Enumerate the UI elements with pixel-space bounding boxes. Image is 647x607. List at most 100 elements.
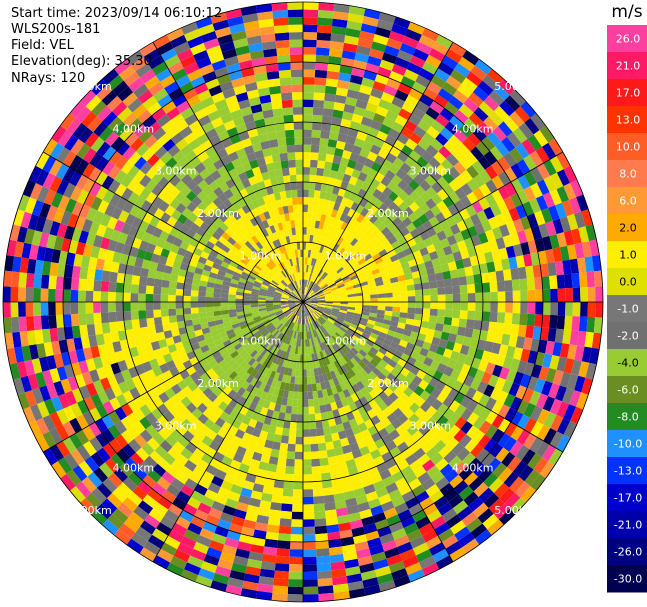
velocity-gate [149,376,161,389]
velocity-gate [303,300,311,302]
velocity-gate [409,459,422,472]
velocity-gate [497,156,511,172]
velocity-gate [510,396,523,411]
velocity-gate [230,319,239,326]
velocity-gate [284,328,290,336]
velocity-gate [361,311,370,316]
velocity-gate [458,56,475,72]
velocity-gate [316,244,322,253]
velocity-gate [240,588,258,599]
velocity-gate [266,294,274,298]
velocity-gate [282,292,290,297]
velocity-gate [284,287,292,294]
velocity-gate [140,392,152,405]
velocity-gate [346,183,355,193]
velocity-gate [367,151,378,162]
velocity-gate [81,476,97,493]
velocity-gate [242,341,251,350]
velocity-gate [449,115,464,130]
velocity-gate [300,346,303,355]
velocity-gate [289,295,297,300]
velocity-gate [444,121,459,135]
velocity-gate [370,302,378,306]
velocity-gate [400,227,410,237]
velocity-gate [406,238,417,248]
velocity-gate [296,316,300,324]
velocity-gate [128,471,143,486]
velocity-gate [293,481,303,490]
velocity-gate [238,335,247,343]
velocity-gate [303,77,315,85]
velocity-gate [363,253,373,262]
velocity-gate [292,290,298,297]
velocity-gate [255,251,263,260]
velocity-gate [453,361,464,373]
velocity-gate [315,276,321,284]
velocity-gate [282,359,288,368]
velocity-gate [354,363,364,372]
velocity-gate [58,339,69,354]
velocity-gate [329,315,337,321]
velocity-gate [257,397,266,407]
velocity-gate [556,401,570,418]
velocity-gate [288,436,296,445]
velocity-gate [95,185,109,200]
velocity-gate [504,492,521,509]
velocity-gate [542,236,553,251]
velocity-gate [121,187,134,201]
velocity-gate [478,359,489,372]
velocity-gate [412,542,429,556]
velocity-gate [405,342,415,351]
velocity-gate [318,280,326,287]
velocity-gate [496,312,506,324]
velocity-gate [85,95,102,112]
velocity-gate [409,535,426,549]
velocity-gate [430,294,438,302]
velocity-gate [304,316,307,325]
velocity-gate [303,167,311,175]
velocity-gate [347,580,364,591]
velocity-gate [112,487,128,503]
velocity-gate [474,222,485,235]
velocity-gate [303,137,312,145]
velocity-gate [340,57,355,68]
velocity-gate [209,346,219,355]
velocity-gate [242,432,252,442]
velocity-gate [447,333,458,343]
velocity-gate [377,192,388,203]
velocity-gate [439,482,454,497]
velocity-gate [288,313,295,321]
velocity-gate [489,443,504,458]
velocity-gate [383,84,398,97]
velocity-gate [442,324,452,334]
velocity-gate [426,126,440,139]
velocity-gate [60,473,76,491]
velocity-gate [462,257,472,268]
velocity-gate [43,138,58,156]
velocity-gate [277,284,285,290]
velocity-gate [304,331,307,340]
velocity-gate [138,293,146,302]
velocity-gate [329,285,338,290]
velocity-gate [118,65,136,81]
velocity-gate [333,243,340,252]
velocity-gate [206,547,222,559]
velocity-gate [285,360,291,368]
velocity-gate [129,204,141,217]
velocity-gate [334,264,342,272]
velocity-gate [346,89,360,100]
velocity-gate [458,276,468,286]
velocity-gate [222,317,231,324]
velocity-gate [110,136,125,151]
velocity-gate [398,317,407,324]
velocity-gate [322,373,329,382]
velocity-gate [498,171,511,186]
velocity-gate [265,275,273,282]
velocity-gate [520,348,531,363]
velocity-gate [492,126,507,142]
velocity-gate [353,332,362,339]
velocity-gate [517,230,528,244]
velocity-gate [274,563,290,572]
velocity-gate [501,210,514,225]
velocity-gate [102,400,115,415]
